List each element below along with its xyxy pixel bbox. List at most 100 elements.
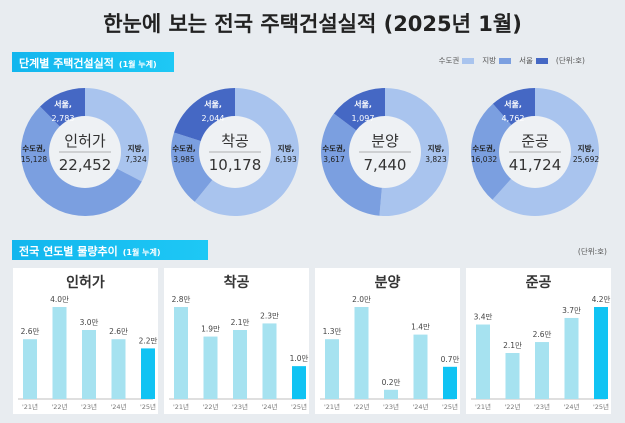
x-tick-label: '21년 [22,402,38,411]
x-tick-label: '23년 [81,402,97,411]
label-local: 지방, [128,143,145,153]
donut-title: 준공 [521,132,549,150]
bar [141,348,155,399]
bar-value-label: 2.1만 [503,341,522,350]
label-seoul: 서울, [204,99,222,109]
bar [233,330,247,399]
x-tick-label: '22년 [202,402,218,411]
slice-local [85,88,149,182]
section-label: 단계별 주택건설실적 [19,57,114,70]
bar-value-label: 4.2만 [592,295,611,304]
bar [174,307,188,399]
x-tick-label: '22년 [353,402,369,411]
value-seoul: 2,044 [202,114,225,123]
donut-charts: 인허가 22,452 지방, 7,324 수도권, 15,128 서울, 2,783 착공 10,… [20,88,599,217]
bar-panel-2: 분양 1.3만 '21년 2.0만 '22년 0.2만 '23년 1.4만 '24년 0.7만 '2… [315,268,460,414]
bar-value-label: 2.6만 [533,330,552,339]
x-tick-label: '24년 [563,402,579,411]
x-tick-label: '22년 [504,402,520,411]
slice-metro [20,106,142,217]
value-local: 7,324 [125,155,147,164]
x-tick-label: '25년 [291,402,307,411]
bar [564,317,579,399]
x-tick-label: '23년 [534,402,550,411]
bar-value-label: 1.4만 [411,323,430,332]
bar-value-label: 3.4만 [474,313,493,322]
bar-panel-1: 착공 2.8만 '21년 1.9만 '22년 2.1만 '23년 2.3만 '24년 1.0만 '2… [164,268,309,414]
x-tick-label: '24년 [261,402,277,411]
bar [535,342,549,399]
section-label: 전국 연도별 물량추이 [19,245,118,258]
unit-label: (단위:호) [577,247,607,256]
x-tick-label: '21년 [324,402,340,411]
x-tick-label: '23년 [232,402,248,411]
bar [23,339,37,399]
legend-item-local: 지방 [482,55,512,66]
legend-label: 지방 [482,56,497,65]
label-seoul: 서울, [54,99,72,109]
value-seoul: 4,762 [502,114,525,123]
label-metro: 수도권, [472,143,496,153]
bar [443,366,457,399]
bar-value-label: 3.7만 [562,306,581,315]
bar-value-label: 2.6만 [21,327,40,336]
bar-value-label: 0.7만 [441,355,460,364]
bar [505,353,520,399]
bar [203,336,218,399]
legend: 수도권 지방 서울 (단위:호) [439,55,585,66]
label-metro: 수도권, [172,143,196,153]
bar [354,307,369,399]
legend-item-metro: 수도권 [439,55,475,66]
bar-value-label: 1.0만 [290,354,309,363]
donut-2: 분양 7,440 지방, 3,823 수도권, 3,617 서울, 1,097 [321,88,449,217]
donut-total: 7,440 [364,156,407,174]
donut-total: 22,452 [59,156,112,174]
x-tick-label: '24년 [110,402,126,411]
bar-value-label: 2.1만 [231,318,250,327]
bar-value-label: 2.0만 [352,295,371,304]
value-seoul: 2,783 [52,114,75,123]
legend-swatch [499,58,512,64]
bar-value-label: 1.3만 [323,327,342,336]
bar-value-label: 2.6만 [109,327,128,336]
bar-panel-3: 준공 3.4만 '21년 2.1만 '22년 2.6만 '23년 3.7만 '24년 4.2만 '2… [466,268,611,414]
donut-0: 인허가 22,452 지방, 7,324 수도권, 15,128 서울, 2,783 [20,88,149,217]
bar-chart: 2.6만 '21년 4.0만 '22년 3.0만 '23년 2.6만 '24년 2.2만 '25년 [18,295,158,411]
bar [325,339,339,399]
slice-metro [470,103,513,200]
slice-seoul [333,88,385,132]
panel-title: 인허가 [66,275,105,291]
bar-value-label: 2.3만 [260,311,279,320]
label-seoul: 서울, [504,99,522,109]
legend-label: 수도권 [438,56,460,65]
donut-3: 준공 41,724 지방, 25,692 수도권, 16,032 서울, 4,762 [470,88,599,217]
donut-title: 착공 [221,132,249,150]
x-tick-label: '22년 [51,402,67,411]
bar-chart: 1.3만 '21년 2.0만 '22년 0.2만 '23년 1.4만 '24년 0.7만 '25년 [320,295,460,411]
label-seoul: 서울, [354,99,372,109]
label-local: 지방, [278,143,295,153]
panel-title: 준공 [525,275,552,291]
bar-panel-0: 인허가 2.6만 '21년 4.0만 '22년 3.0만 '23년 2.6만 '24년 2.2만 '… [13,268,158,414]
bar [413,334,428,399]
bar-value-label: 2.2만 [139,336,158,345]
bar-chart: 3.4만 '21년 2.1만 '22년 2.6만 '23년 3.7만 '24년 4.2만 '25년 [471,295,611,411]
x-tick-label: '21년 [475,402,491,411]
value-metro: 3,985 [173,155,195,164]
value-local: 6,193 [275,155,297,164]
legend-unit: (단위:호) [555,56,585,65]
value-metro: 16,032 [471,155,497,164]
bar [52,307,67,399]
page-title: 한눈에 보는 전국 주택건설실적 (2025년 1월) [103,12,522,36]
label-local: 지방, [578,143,595,153]
bar [292,366,306,399]
donut-title: 분양 [371,132,399,150]
bar [594,307,608,399]
x-tick-label: '25년 [442,402,458,411]
label-metro: 수도권, [322,143,346,153]
value-metro: 3,617 [323,155,345,164]
legend-swatch [462,58,475,64]
bar [82,330,96,399]
section-header-trend: 전국 연도별 물량추이 (1월 누계) [12,240,208,260]
bar-value-label: 1.9만 [201,325,220,334]
